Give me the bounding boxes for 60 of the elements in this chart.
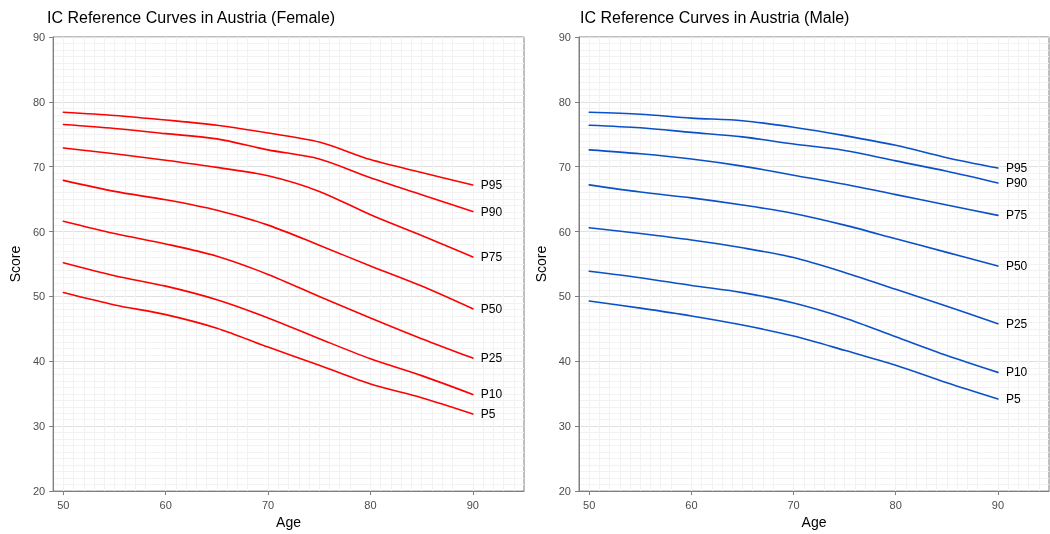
line-series bbox=[62, 123, 474, 213]
y-tick-label: 60 bbox=[32, 225, 46, 238]
series-label: P95 bbox=[1005, 161, 1028, 176]
series-label: P95 bbox=[480, 177, 503, 192]
y-axis-title: Score bbox=[532, 245, 549, 283]
y-tick-label: 70 bbox=[32, 160, 46, 173]
x-tick-label: 70 bbox=[787, 498, 800, 511]
x-axis-title: Age bbox=[801, 514, 827, 530]
y-tick-label: 20 bbox=[558, 485, 571, 498]
line-series bbox=[62, 147, 474, 258]
y-tick-label: 90 bbox=[32, 31, 46, 43]
y-tick-label: 80 bbox=[32, 95, 46, 108]
line-series bbox=[62, 291, 474, 415]
series-label: P5 bbox=[1005, 391, 1021, 406]
line-series bbox=[62, 179, 474, 310]
x-tick-label: 90 bbox=[466, 498, 479, 511]
y-tick-label: 30 bbox=[32, 420, 46, 433]
series-label: P50 bbox=[480, 301, 503, 316]
series-label: P5 bbox=[480, 406, 496, 421]
y-tick-label: 90 bbox=[558, 31, 571, 43]
x-axis-title: Age bbox=[276, 514, 302, 530]
line-series bbox=[588, 226, 999, 325]
x-tick-label: 90 bbox=[991, 498, 1005, 511]
line-series bbox=[62, 261, 474, 396]
line-series bbox=[588, 184, 999, 267]
series-label: P10 bbox=[480, 387, 503, 402]
y-tick-label: 80 bbox=[558, 95, 571, 108]
line-series bbox=[588, 111, 999, 169]
y-tick-label: 50 bbox=[32, 290, 46, 303]
series-label: P25 bbox=[1005, 316, 1028, 331]
x-tick-label: 60 bbox=[159, 498, 172, 511]
chart-title: IC Reference Curves in Austria (Male) bbox=[580, 8, 850, 26]
y-tick-label: 20 bbox=[32, 485, 46, 498]
y-tick-label: 70 bbox=[558, 160, 571, 173]
x-tick-label: 80 bbox=[889, 498, 902, 511]
line-series bbox=[588, 124, 999, 184]
y-axis-title: Score bbox=[7, 245, 23, 283]
series-label: P10 bbox=[1005, 365, 1028, 380]
line-series bbox=[62, 111, 474, 186]
y-tick-label: 40 bbox=[32, 355, 46, 368]
x-tick-label: 80 bbox=[364, 498, 377, 511]
y-tick-label: 40 bbox=[558, 355, 571, 368]
line-series bbox=[588, 300, 999, 400]
chart-title: IC Reference Curves in Austria (Female) bbox=[47, 8, 336, 26]
x-tick-label: 70 bbox=[261, 498, 275, 511]
series-label: P75 bbox=[480, 249, 503, 264]
series-label: P25 bbox=[480, 351, 503, 366]
series-label: P90 bbox=[1005, 175, 1028, 190]
series-label: P90 bbox=[480, 204, 503, 219]
line-series bbox=[588, 270, 999, 374]
line-series bbox=[62, 220, 474, 359]
x-tick-label: 50 bbox=[583, 498, 596, 511]
y-tick-label: 30 bbox=[558, 420, 571, 433]
x-tick-label: 60 bbox=[685, 498, 698, 511]
line-series bbox=[588, 149, 999, 217]
y-tick-label: 60 bbox=[558, 225, 571, 238]
series-label: P50 bbox=[1005, 259, 1028, 273]
y-tick-label: 50 bbox=[558, 290, 571, 303]
series-label: P75 bbox=[1005, 208, 1028, 223]
x-tick-label: 50 bbox=[57, 498, 70, 511]
